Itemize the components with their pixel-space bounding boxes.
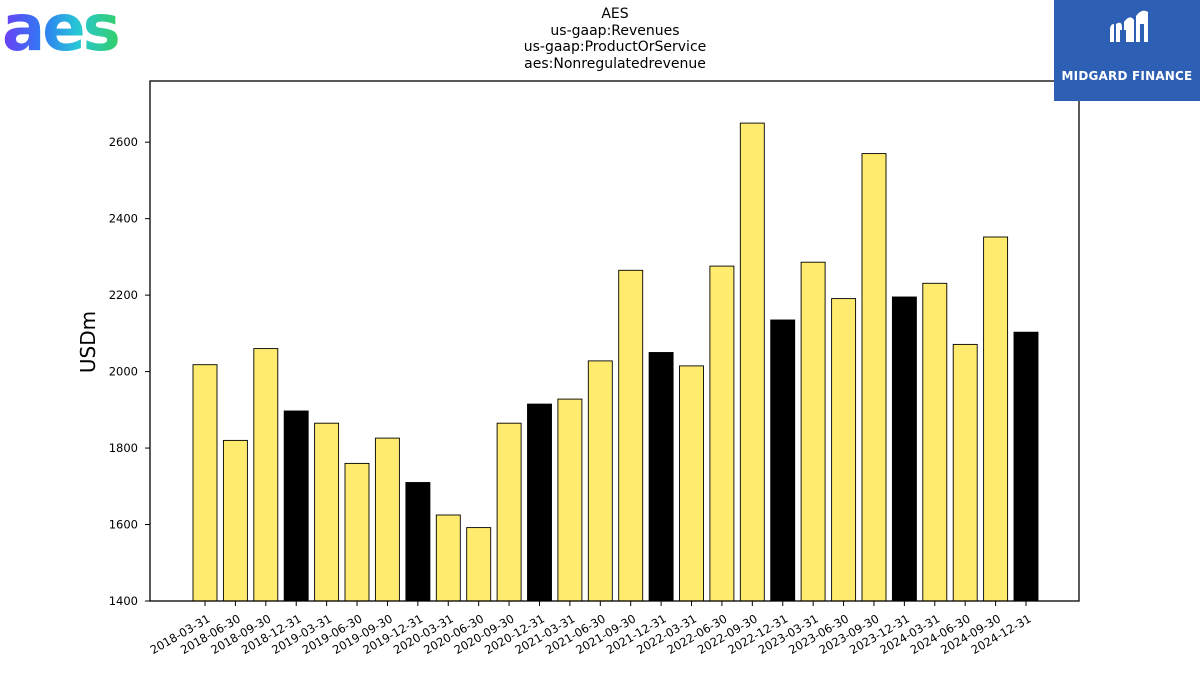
bar-2018-09-30 — [253, 348, 279, 602]
bar-2023-09-30 — [861, 153, 887, 602]
bar-2024-09-30 — [983, 236, 1009, 602]
bar-2020-09-30 — [496, 422, 522, 602]
bar-2020-06-30 — [466, 527, 492, 602]
bar-2018-06-30 — [222, 439, 248, 602]
y-axis: 1400 1600 1800 2000 2200 2400 2600 — [109, 135, 150, 608]
y-tick-label: 2400 — [109, 212, 138, 226]
chart-title: AES us-gaap:Revenues us-gaap:ProductOrSe… — [415, 6, 815, 72]
y-tick-label: 1400 — [109, 594, 138, 608]
title-line-3: us-gaap:ProductOrService — [523, 39, 707, 55]
bar-2020-03-31 — [435, 514, 461, 602]
bar-2018-12-31 — [283, 410, 309, 602]
y-axis-label: USDm — [76, 311, 100, 373]
plot-frame — [149, 80, 1080, 602]
bar-2021-12-31 — [648, 352, 674, 602]
bar-2018-03-31 — [192, 364, 218, 602]
midgard-logo-mark — [1110, 10, 1148, 52]
bar-2023-06-30 — [831, 298, 857, 602]
midgard-finance-logo: MIDGARD FINANCE — [1054, 0, 1200, 101]
bar-2019-03-31 — [314, 422, 340, 602]
bar-2019-09-30 — [374, 437, 400, 602]
title-line-4: aes:Nonregulatedrevenue — [524, 55, 706, 72]
bar-2024-12-31 — [1013, 331, 1039, 602]
y-tick-label: 1600 — [109, 518, 138, 532]
y-tick-label: 1800 — [109, 441, 138, 455]
aes-logo: aes — [2, 0, 134, 66]
title-line-1: AES — [601, 6, 629, 22]
bar-2021-06-30 — [587, 360, 613, 602]
aes-logo-graphic: aes — [2, 0, 122, 66]
bar-2022-03-31 — [679, 365, 704, 602]
title-line-2: us-gaap:Revenues — [550, 22, 680, 39]
bar-2023-03-31 — [800, 261, 826, 602]
x-axis: 2018-03-312018-06-302018-09-302018-12-31… — [148, 601, 1034, 657]
y-tick-label: 2000 — [109, 365, 138, 379]
bar-2019-12-31 — [405, 482, 431, 602]
bar-2024-03-31 — [922, 282, 948, 602]
bar-2019-06-30 — [344, 462, 370, 602]
y-tick-label: 2600 — [109, 135, 138, 149]
bar-2021-09-30 — [618, 269, 644, 602]
y-tick-label: 2200 — [109, 288, 138, 302]
midgard-logo-text: MIDGARD FINANCE — [1061, 69, 1193, 83]
bar-2024-06-30 — [952, 343, 978, 602]
bars-group — [192, 122, 1039, 602]
aes-logo-text: aes — [2, 0, 119, 62]
bar-2022-09-30 — [739, 122, 765, 602]
bar-2021-03-31 — [557, 398, 583, 602]
bar-2022-06-30 — [709, 265, 735, 602]
bar-2022-12-31 — [770, 319, 796, 602]
bar-2020-12-31 — [527, 403, 552, 602]
bar-2023-12-31 — [891, 296, 917, 602]
